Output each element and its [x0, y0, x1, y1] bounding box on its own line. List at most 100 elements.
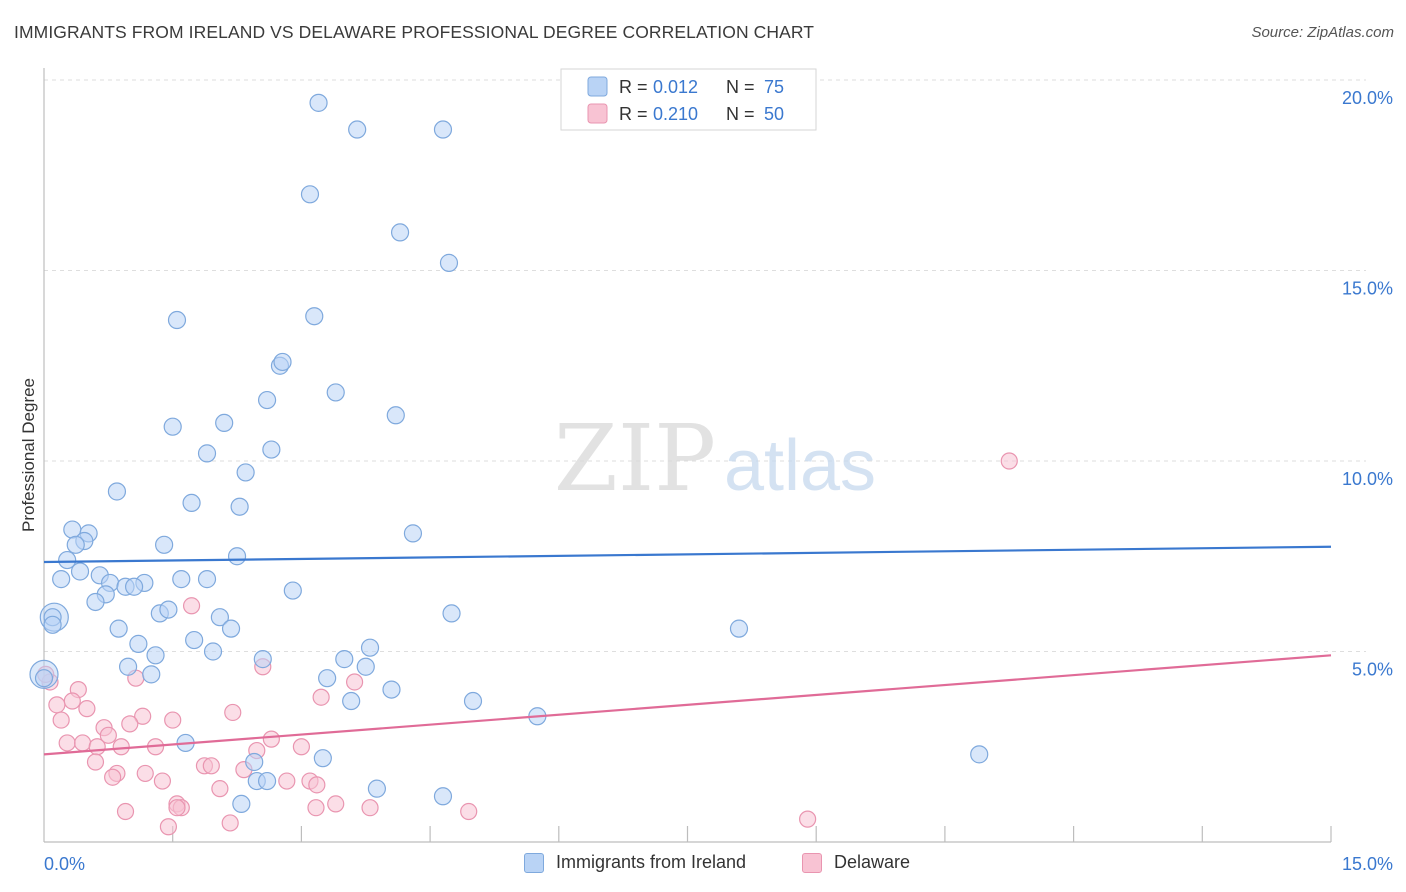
- delaware-point: [86, 753, 105, 771]
- ireland-point: [142, 665, 161, 684]
- ireland-point: [390, 223, 410, 242]
- ireland-point: [257, 771, 277, 791]
- ireland-point: [970, 745, 989, 764]
- ireland-point: [463, 691, 483, 711]
- ireland-point: [360, 638, 380, 657]
- delaware-point: [202, 757, 220, 775]
- delaware-point: [799, 810, 817, 828]
- ireland-point: [356, 657, 375, 676]
- ireland-point: [172, 570, 191, 589]
- legend-bottom: Immigrants from Ireland Delaware: [0, 848, 1406, 880]
- gridlines: [44, 79, 1366, 652]
- ireland-point: [253, 650, 272, 669]
- ireland-point: [124, 577, 144, 596]
- delaware-point: [1000, 452, 1018, 470]
- delaware-point: [52, 711, 70, 729]
- ireland-point: [185, 630, 204, 650]
- ireland-point: [210, 608, 229, 627]
- ireland-point: [326, 383, 345, 402]
- delaware-point: [112, 738, 130, 756]
- ireland-point: [236, 463, 255, 482]
- delaware-point: [104, 768, 122, 786]
- ireland-point: [309, 93, 328, 112]
- delaware-point: [78, 700, 96, 718]
- ireland-point: [167, 310, 187, 330]
- ireland-point: [283, 581, 302, 600]
- delaware-point: [116, 802, 135, 821]
- legend-n-value-ireland: 75: [764, 77, 784, 97]
- delaware-point: [88, 738, 106, 756]
- legend-r-label-ireland: R =: [619, 77, 648, 97]
- ireland-point: [86, 592, 105, 612]
- delaware-point: [58, 734, 76, 752]
- delaware-point: [182, 597, 201, 615]
- x-tick-label-1: 15.0%: [1342, 854, 1393, 874]
- ireland-point: [232, 794, 251, 814]
- ireland-point: [245, 752, 264, 772]
- ireland-point: [335, 650, 354, 669]
- ireland-point: [34, 669, 54, 688]
- legend-n-value-delaware: 50: [764, 104, 784, 124]
- ireland-point: [227, 547, 247, 566]
- ireland-point: [403, 524, 423, 543]
- ireland-point: [197, 444, 217, 463]
- delaware-point: [121, 715, 139, 733]
- y-tick-label-0: 5.0%: [1352, 660, 1393, 680]
- ireland-point: [433, 787, 453, 806]
- delaware-point: [136, 764, 154, 783]
- ireland-point: [66, 535, 85, 554]
- y-tick-labels: 5.0% 10.0% 15.0% 20.0%: [1342, 88, 1393, 680]
- ireland-point: [70, 562, 90, 581]
- ireland-point: [146, 646, 165, 665]
- delaware-points: [37, 452, 1018, 836]
- legend-n-label-delaware: N =: [726, 104, 755, 124]
- x-tick-label-0: 0.0%: [44, 854, 85, 874]
- ireland-point: [367, 779, 387, 798]
- watermark-zip: ZIP: [554, 405, 716, 512]
- ireland-point: [729, 619, 749, 638]
- legend-swatch-ireland: [587, 76, 608, 97]
- delaware-point: [460, 802, 478, 821]
- legend-swatch-ireland-bottom: [524, 852, 544, 873]
- ireland-trend-line: [43, 545, 1332, 564]
- legend-swatch-delaware: [587, 103, 608, 124]
- delaware-point: [48, 696, 66, 714]
- delaware-point: [74, 734, 92, 752]
- ireland-point: [439, 253, 459, 272]
- y-axis-label: Professional Degree: [19, 378, 38, 532]
- legend-swatch-delaware-bottom: [802, 852, 822, 873]
- delaware-point: [134, 707, 152, 725]
- ireland-point: [221, 619, 241, 638]
- ireland-point: [382, 680, 401, 699]
- ireland-point: [182, 493, 201, 513]
- delaware-point: [262, 730, 280, 748]
- trend-lines: [43, 545, 1332, 756]
- delaware-point: [312, 688, 330, 706]
- delaware-point: [221, 814, 239, 832]
- delaware-point: [211, 780, 229, 798]
- x-ticks: [172, 826, 1332, 842]
- ireland-point: [342, 691, 361, 711]
- ireland-point: [273, 352, 292, 372]
- ireland-point: [305, 307, 324, 326]
- legend-top: R = 0.012 N = 75 R = 0.210 N = 50: [560, 68, 817, 131]
- y-tick-label-2: 15.0%: [1342, 279, 1393, 299]
- ireland-point: [155, 535, 174, 554]
- delaware-point: [99, 726, 117, 744]
- delaware-point: [327, 795, 345, 813]
- delaware-point: [278, 772, 296, 790]
- ireland-point: [386, 406, 405, 425]
- watermark: ZIP atlas: [554, 405, 876, 512]
- legend-label-delaware: Delaware: [834, 852, 911, 872]
- delaware-point: [153, 772, 172, 790]
- legend-label-ireland: Immigrants from Ireland: [556, 852, 747, 872]
- delaware-point: [307, 799, 325, 817]
- ireland-point: [230, 497, 249, 516]
- legend-item-ireland: Immigrants from Ireland: [524, 852, 746, 873]
- ireland-point: [442, 604, 461, 623]
- ireland-point: [197, 570, 217, 589]
- legend-n-label-ireland: N =: [726, 77, 755, 97]
- chart-title: IMMIGRANTS FROM IRELAND VS DELAWARE PROF…: [14, 22, 815, 42]
- delaware-point: [224, 703, 242, 722]
